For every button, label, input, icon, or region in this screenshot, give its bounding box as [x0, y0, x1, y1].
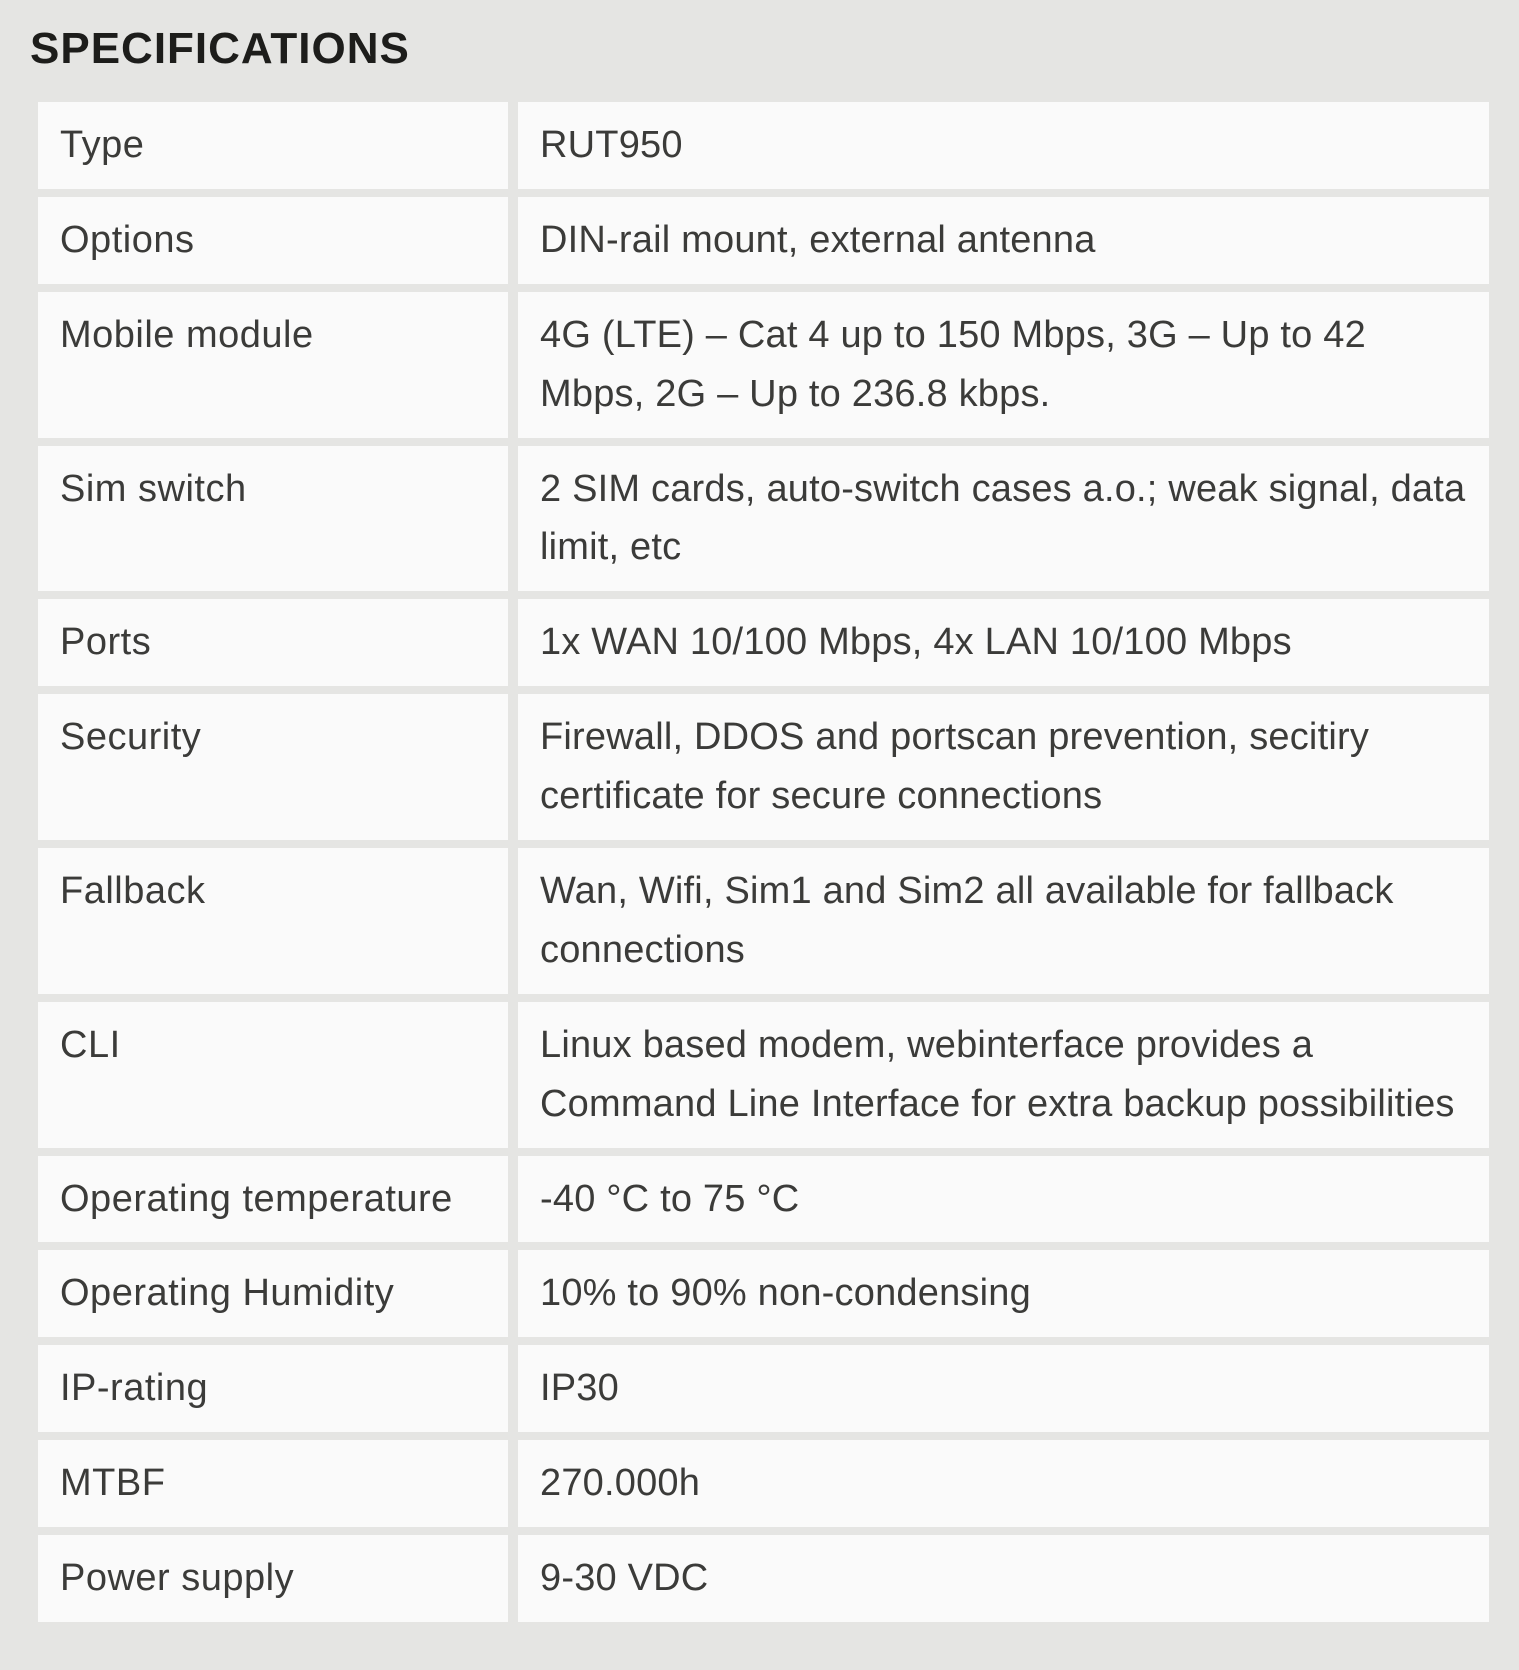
spec-key: MTBF: [38, 1440, 508, 1527]
spec-key: Ports: [38, 599, 508, 686]
spec-key: IP-rating: [38, 1345, 508, 1432]
spec-key: Mobile module: [38, 292, 508, 438]
spec-value: 9-30 VDC: [518, 1535, 1489, 1622]
spec-value: RUT950: [518, 102, 1489, 189]
spec-key: Options: [38, 197, 508, 284]
table-row: MTBF 270.000h: [38, 1440, 1489, 1527]
spec-value: 10% to 90% non-condensing: [518, 1250, 1489, 1337]
spec-value: 2 SIM cards, auto-switch cases a.o.; wea…: [518, 446, 1489, 592]
spec-value: DIN-rail mount, external antenna: [518, 197, 1489, 284]
specifications-table-body: Type RUT950 Options DIN-rail mount, exte…: [38, 102, 1489, 1622]
table-row: Type RUT950: [38, 102, 1489, 189]
spec-key: Power supply: [38, 1535, 508, 1622]
table-row: Operating temperature -40 °C to 75 °C: [38, 1156, 1489, 1243]
spec-value: 4G (LTE) – Cat 4 up to 150 Mbps, 3G – Up…: [518, 292, 1489, 438]
table-row: IP-rating IP30: [38, 1345, 1489, 1432]
spec-value: Wan, Wifi, Sim1 and Sim2 all available f…: [518, 848, 1489, 994]
spec-value: Linux based modem, webinterface provides…: [518, 1002, 1489, 1148]
spec-key: Security: [38, 694, 508, 840]
spec-key: Operating Humidity: [38, 1250, 508, 1337]
spec-value: Firewall, DDOS and portscan prevention, …: [518, 694, 1489, 840]
spec-key: Fallback: [38, 848, 508, 994]
table-row: Mobile module 4G (LTE) – Cat 4 up to 150…: [38, 292, 1489, 438]
spec-value: 270.000h: [518, 1440, 1489, 1527]
table-row: Ports 1x WAN 10/100 Mbps, 4x LAN 10/100 …: [38, 599, 1489, 686]
spec-key: Type: [38, 102, 508, 189]
page-title: SPECIFICATIONS: [30, 24, 1499, 74]
spec-key: CLI: [38, 1002, 508, 1148]
spec-key: Sim switch: [38, 446, 508, 592]
spec-key: Operating temperature: [38, 1156, 508, 1243]
spec-value: -40 °C to 75 °C: [518, 1156, 1489, 1243]
spec-value: IP30: [518, 1345, 1489, 1432]
spec-value: 1x WAN 10/100 Mbps, 4x LAN 10/100 Mbps: [518, 599, 1489, 686]
table-row: Security Firewall, DDOS and portscan pre…: [38, 694, 1489, 840]
table-row: Power supply 9-30 VDC: [38, 1535, 1489, 1622]
table-row: Fallback Wan, Wifi, Sim1 and Sim2 all av…: [38, 848, 1489, 994]
table-row: Operating Humidity 10% to 90% non-conden…: [38, 1250, 1489, 1337]
specifications-table: Type RUT950 Options DIN-rail mount, exte…: [28, 94, 1499, 1630]
table-row: CLI Linux based modem, webinterface prov…: [38, 1002, 1489, 1148]
table-row: Options DIN-rail mount, external antenna: [38, 197, 1489, 284]
table-row: Sim switch 2 SIM cards, auto-switch case…: [38, 446, 1489, 592]
